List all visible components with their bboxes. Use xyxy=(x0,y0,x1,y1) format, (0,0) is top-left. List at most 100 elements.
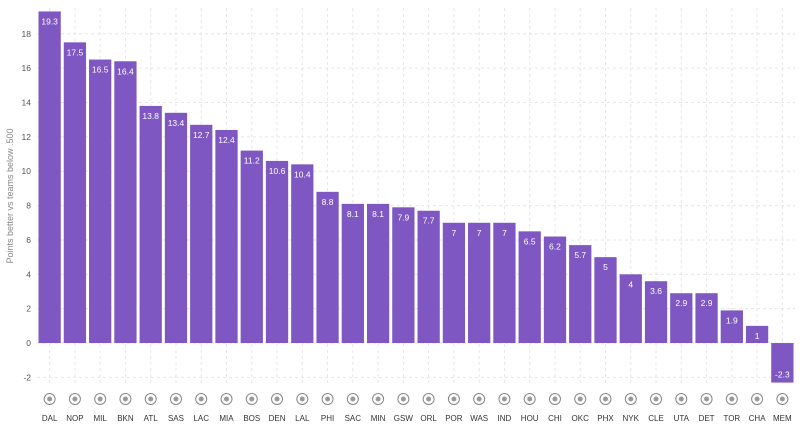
bar-hou xyxy=(518,231,541,344)
y-tick-label: -2 xyxy=(23,372,31,382)
x-tick-label: DET xyxy=(699,414,715,423)
bar-gsw xyxy=(392,207,415,344)
bar-min xyxy=(366,203,390,344)
team-logo-icon xyxy=(548,393,561,405)
bar-value-label: 16.5 xyxy=(92,65,109,75)
bar-value-label: 12.7 xyxy=(193,130,210,140)
x-tick-label: DAL xyxy=(42,414,58,423)
y-tick-label: 0 xyxy=(26,338,31,348)
bar-nop xyxy=(63,42,87,344)
x-tick-label: MIL xyxy=(93,414,107,423)
bar-value-label: -2.3 xyxy=(775,370,790,380)
y-tick-label: 16 xyxy=(22,63,32,73)
team-logo-icon xyxy=(776,393,789,405)
x-tick-label: CHI xyxy=(548,414,562,423)
bar-phx xyxy=(594,257,617,344)
x-tick-label: ORL xyxy=(420,414,437,423)
y-tick-label: 14 xyxy=(22,98,32,108)
bar-okc xyxy=(569,245,592,344)
x-tick-label: CLE xyxy=(648,414,664,423)
bar-value-label: 4 xyxy=(628,279,633,289)
bar-value-label: 10.4 xyxy=(294,169,311,179)
bar-value-label: 13.8 xyxy=(142,111,159,121)
bar-phi xyxy=(316,191,339,344)
x-tick-label: GSW xyxy=(394,414,414,423)
bar-value-label: 1 xyxy=(755,331,760,341)
bar-value-label: 5 xyxy=(603,262,608,272)
bar-bkn xyxy=(114,61,137,344)
x-tick-label: UTA xyxy=(674,414,690,423)
bar-value-label: 17.5 xyxy=(67,47,84,57)
team-logo-icon xyxy=(119,393,132,405)
bar-atl xyxy=(139,105,162,344)
bar-value-label: 1.9 xyxy=(726,315,738,325)
team-logo-icon xyxy=(624,393,637,405)
y-tick-label: 4 xyxy=(26,269,31,279)
x-tick-label: BKN xyxy=(117,414,134,423)
bar-value-label: 8.1 xyxy=(347,209,359,219)
x-tick-label: LAC xyxy=(193,414,209,423)
team-logo-icon xyxy=(43,393,56,405)
bar-value-label: 7 xyxy=(452,228,457,238)
bar-cha xyxy=(745,325,769,344)
team-logo-icon xyxy=(346,393,359,405)
y-tick-label: 10 xyxy=(22,166,32,176)
bar-value-label: 13.4 xyxy=(168,118,185,128)
team-logo-icon xyxy=(725,393,738,405)
team-logo-icon xyxy=(144,393,157,405)
team-logo-icon xyxy=(473,393,486,405)
x-tick-label: ATL xyxy=(144,414,159,423)
team-logo-icon xyxy=(296,393,309,405)
bar-det xyxy=(695,293,718,344)
bar-sas xyxy=(164,112,188,344)
team-logo-icon xyxy=(422,393,435,405)
x-tick-label: OKC xyxy=(572,414,590,423)
bar-value-labels: 19.317.516.5 16.413.813.412.712.411.210.6… xyxy=(41,16,790,379)
team-logo-icon xyxy=(245,393,258,405)
bar-lac xyxy=(190,124,213,344)
bar-sac xyxy=(341,203,364,344)
bar-mem xyxy=(771,343,794,383)
bar-value-label: 7 xyxy=(477,228,482,238)
team-logo-icon xyxy=(68,393,81,405)
x-tick-label: SAS xyxy=(168,414,184,423)
x-tick-label: LAL xyxy=(295,414,310,423)
bar-lal xyxy=(291,164,314,344)
bar-value-label: 6.2 xyxy=(549,242,561,252)
y-tick-label: 2 xyxy=(26,304,31,314)
x-tick-label: PHX xyxy=(597,414,614,423)
x-tick-label: PHI xyxy=(321,414,334,423)
team-logo-icon xyxy=(574,393,587,405)
bar-por xyxy=(442,222,466,344)
bar-value-label: 7 xyxy=(502,228,507,238)
x-tick-label: HOU xyxy=(521,414,539,423)
y-tick-label: 12 xyxy=(22,132,32,142)
team-logo-icon xyxy=(94,393,107,405)
bar-chi xyxy=(543,236,567,344)
x-tick-label: IND xyxy=(498,414,512,423)
team-logo-icon xyxy=(169,393,182,405)
y-tick-label: 18 xyxy=(22,29,32,39)
x-tick-label: BOS xyxy=(243,414,260,423)
bars xyxy=(38,11,794,383)
bar-value-label: 12.4 xyxy=(218,135,235,145)
bar-value-label: 16.4 xyxy=(117,66,134,76)
bar-mil xyxy=(89,59,112,344)
x-tick-label: MEM xyxy=(773,414,792,423)
x-tick-label: WAS xyxy=(470,414,488,423)
bar-was xyxy=(468,222,491,344)
bar-tor xyxy=(720,310,743,344)
bar-value-label: 3.6 xyxy=(650,286,662,296)
y-tick-label: 6 xyxy=(26,235,31,245)
x-tick-label: DEN xyxy=(269,414,286,423)
team-logo-icon xyxy=(498,393,511,405)
team-logo-icon xyxy=(700,393,713,405)
team-logo-icon xyxy=(675,393,688,405)
team-logo-icon xyxy=(195,393,208,405)
bar-den xyxy=(265,160,289,344)
bar-value-label: 8.8 xyxy=(322,197,334,207)
bar-uta xyxy=(670,293,693,344)
x-tick-label: MIN xyxy=(371,414,386,423)
bar-dal xyxy=(38,11,61,344)
bar-cle xyxy=(644,281,668,344)
